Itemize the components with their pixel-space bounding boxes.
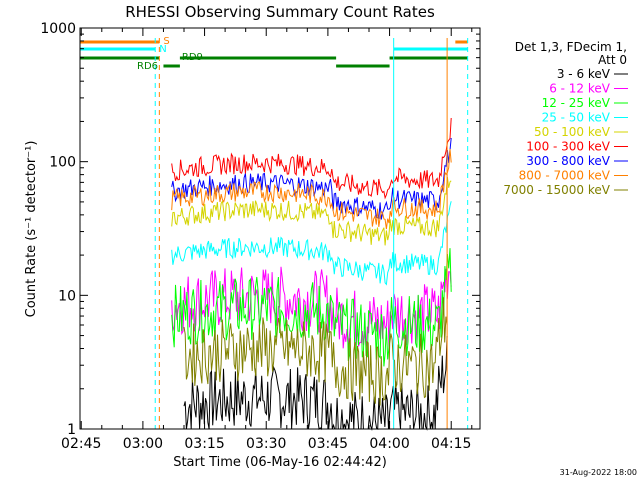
series-line [171, 248, 452, 367]
plot-frame [79, 27, 481, 430]
legend-entry: 50 - 100 keV [534, 125, 611, 139]
legend-header-line-2: Att 0 [598, 53, 627, 67]
x-tick-label: 03:30 [246, 436, 286, 452]
y-tick-label: 10 [58, 288, 76, 304]
flag-label: S [163, 36, 169, 47]
series-line [171, 201, 452, 286]
legend-entry: 12 - 25 keV [542, 96, 611, 110]
series-traces [171, 117, 452, 431]
series-line [171, 266, 452, 350]
legend-entry: 800 - 7000 keV [519, 169, 611, 183]
flag-label: RD9 [182, 52, 203, 63]
x-tick-label: 03:45 [308, 436, 348, 452]
legend-entry: 6 - 12 keV [549, 82, 611, 96]
axes: 02:45 03:00 03:15 03:30 03:45 04:00 04:15 1 10 10… [40, 21, 480, 452]
series-line [171, 176, 452, 246]
series-line [183, 335, 448, 431]
y-tick-label: 1000 [40, 21, 76, 37]
series-line [171, 148, 452, 230]
x-tick-label: 02:45 [61, 436, 101, 452]
legend-entry: 300 - 800 keV [526, 154, 610, 168]
x-tick-label: 04:00 [369, 436, 409, 452]
legend-entry: 3 - 6 keV [557, 67, 611, 81]
x-tick-label: 04:15 [431, 436, 471, 452]
y-tick-label: 1 [67, 422, 76, 438]
legend-entry: 25 - 50 keV [542, 111, 611, 125]
footer-timestamp: 31-Aug-2022 18:00 [560, 468, 637, 477]
x-axis-label: Start Time (06-May-16 02:44:42) [173, 455, 387, 470]
legend-header-line-1: Det 1,3, FDecim 1, [515, 40, 627, 54]
x-tick-label: 03:00 [123, 436, 163, 452]
legend-entry: 7000 - 15000 keV [503, 183, 610, 197]
series-line [171, 117, 452, 200]
x-tick-label: 03:15 [184, 436, 224, 452]
chart-title: RHESSI Observing Summary Count Rates [125, 3, 435, 21]
series-line [183, 297, 448, 406]
legend-entry: 100 - 300 keV [526, 140, 610, 154]
flag-label: N [159, 44, 166, 55]
y-tick-label: 100 [49, 155, 76, 171]
flag-label: RD6 [137, 61, 158, 72]
y-axis-label: Count Rate (s⁻¹ detector⁻¹) [24, 141, 39, 318]
